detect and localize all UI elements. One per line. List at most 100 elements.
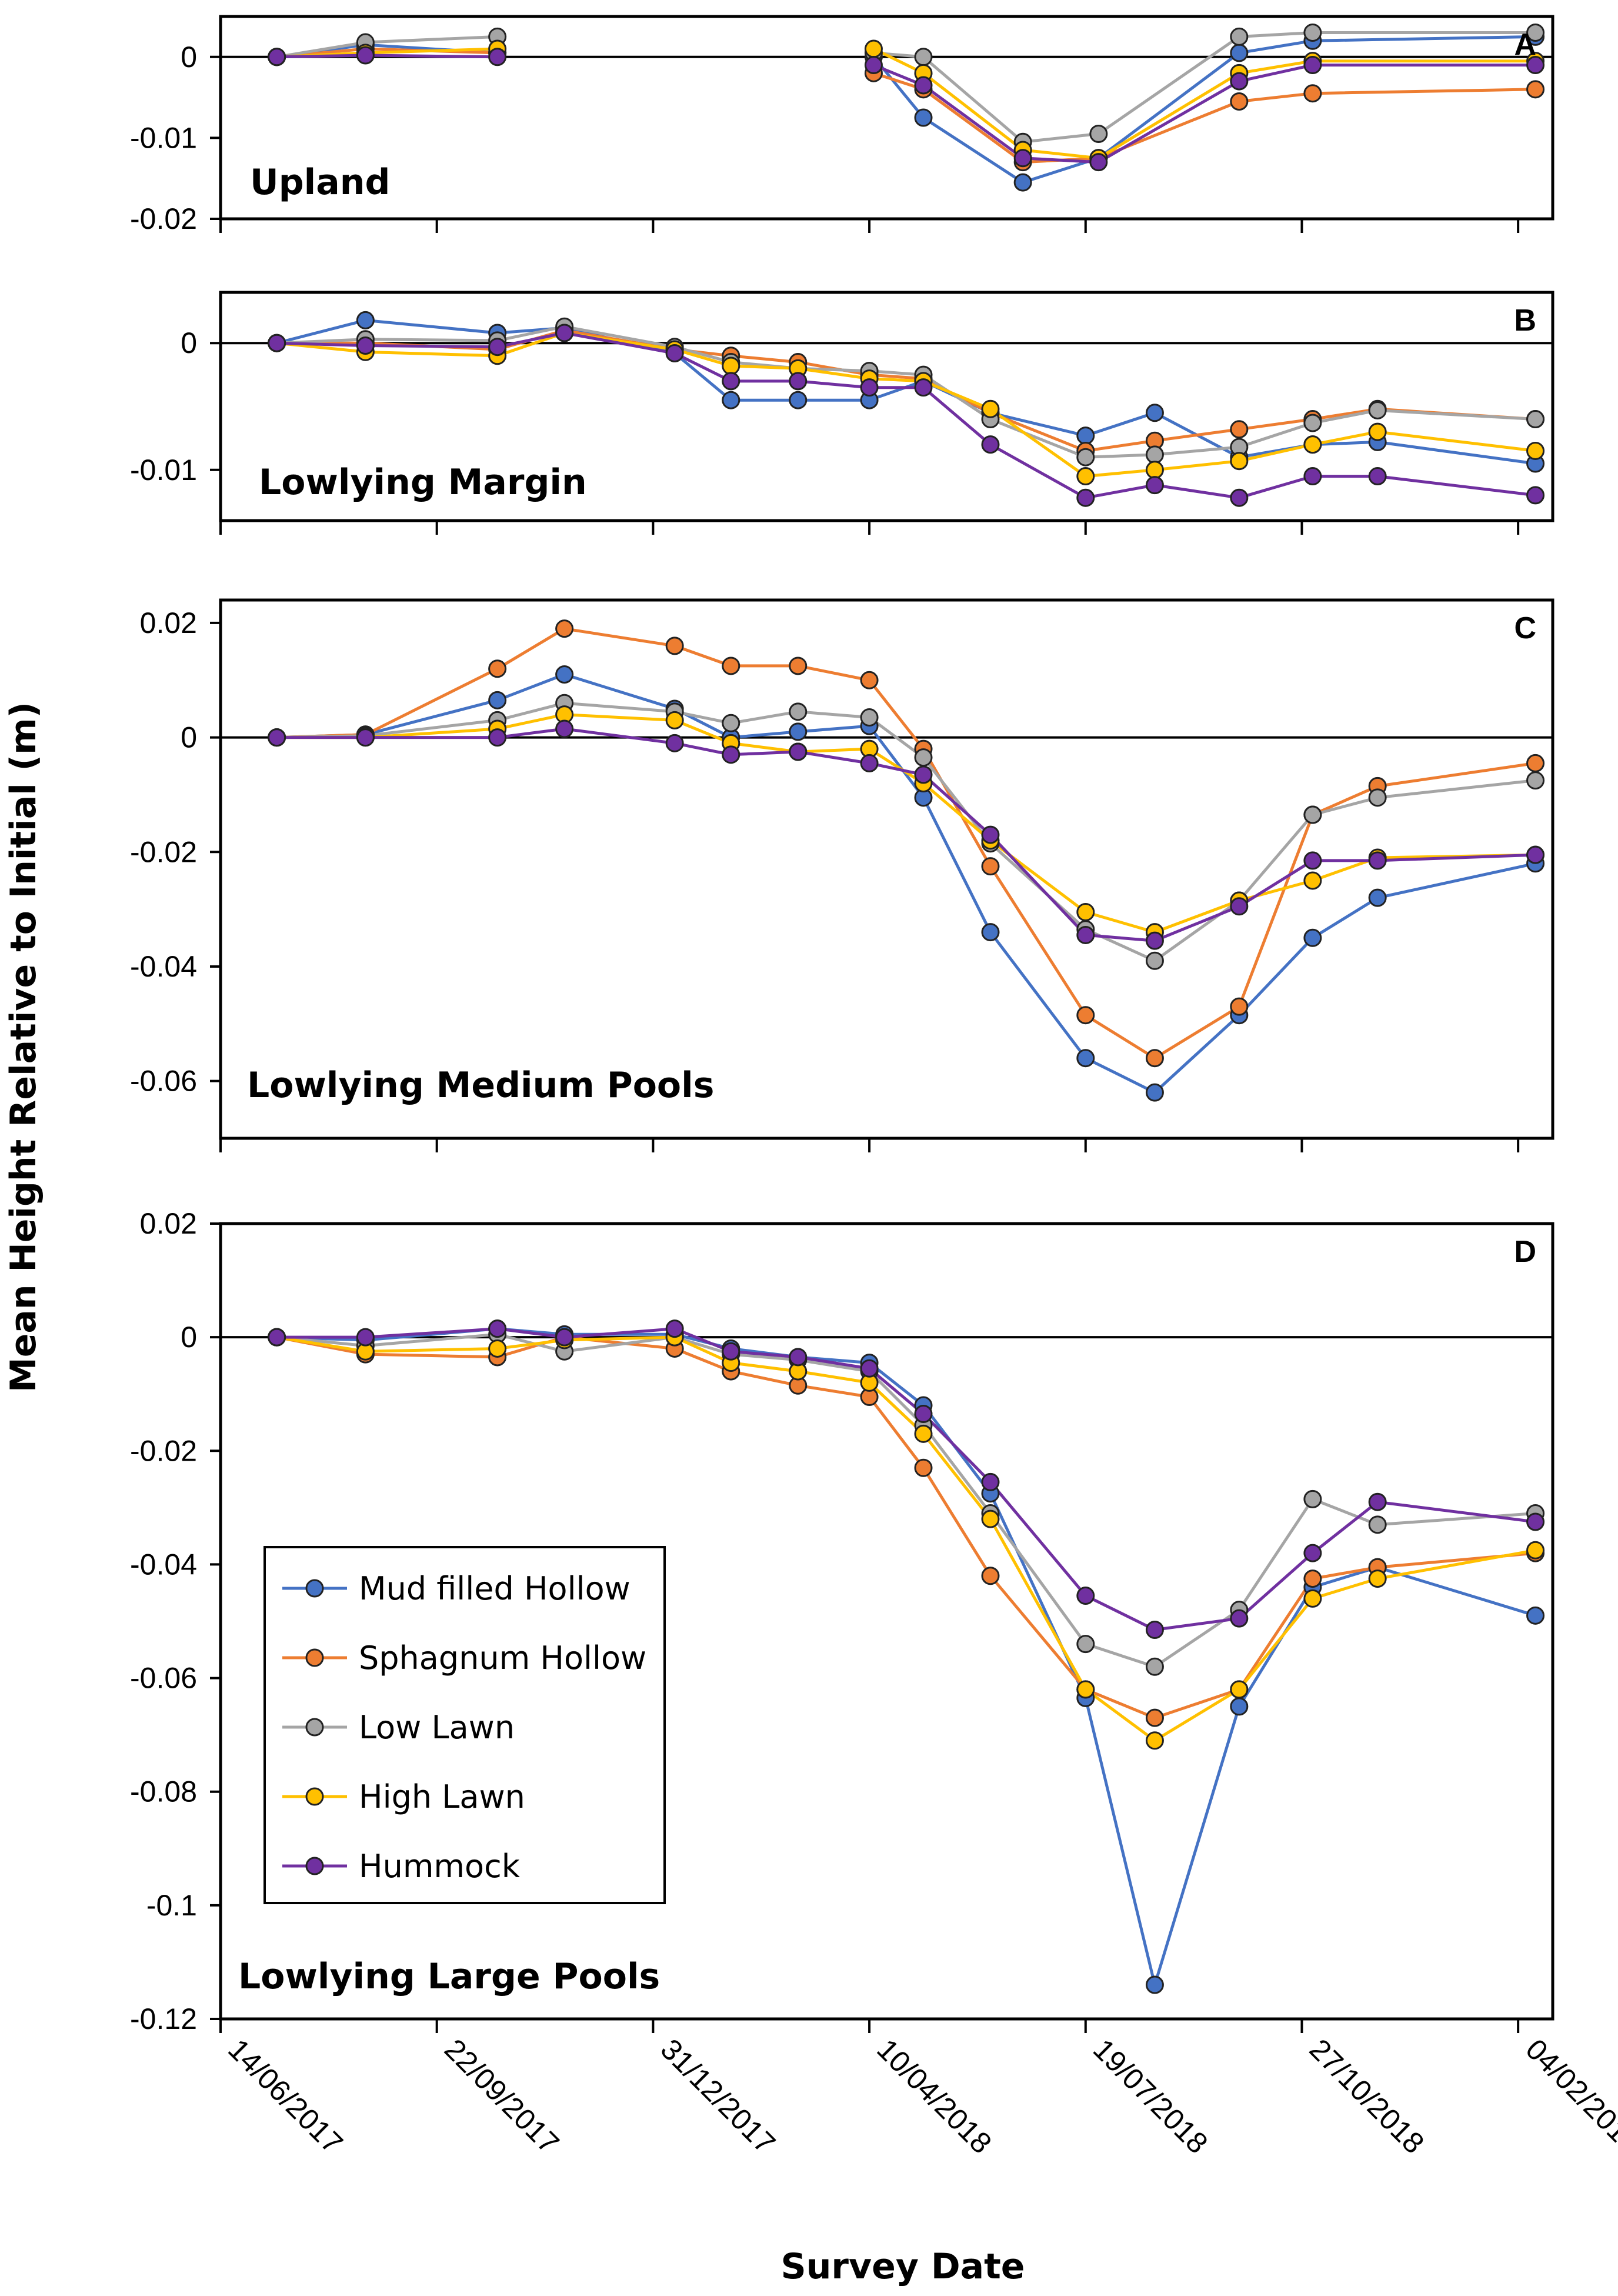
panel-c-point-sphagnum-hollow <box>665 637 684 655</box>
panel-a-ytick-label: 0 <box>181 41 197 74</box>
panel-b-point-mud-filled-hollow <box>356 311 375 329</box>
panel-a-point-low-lawn <box>1089 125 1108 144</box>
panel-b-point-hummock <box>268 334 286 352</box>
panel-c-point-sphagnum-hollow <box>789 657 808 675</box>
panel-d-ytick-label: 0 <box>181 1321 197 1354</box>
panel-a-point-hummock <box>1230 72 1249 91</box>
panel-a-point-hummock <box>488 48 507 66</box>
panel-c-point-hummock <box>268 728 286 747</box>
panel-a-point-sphagnum-hollow <box>1230 92 1249 111</box>
panel-d-point-hummock <box>860 1359 879 1378</box>
panel-d-point-sphagnum-hollow <box>1303 1569 1322 1588</box>
panel-a-point-low-lawn <box>914 48 933 66</box>
panel-a-line-hummock <box>276 54 498 59</box>
panel-c-point-low-lawn <box>1526 771 1545 790</box>
panel-c-line-high-lawn <box>276 713 1536 934</box>
y-axis-title: Mean Height Relative to Initial (m) <box>3 702 44 1392</box>
panel-c-point-hummock <box>981 825 1000 844</box>
panel-c-point-hummock <box>555 719 574 738</box>
panel-a-point-low-lawn <box>1230 27 1249 46</box>
panel-b-point-mud-filled-hollow <box>1076 426 1095 445</box>
panel-c-point-mud-filled-hollow <box>1368 888 1387 907</box>
panel-d-point-hummock <box>914 1405 933 1424</box>
xtick-label: 14/06/2017 <box>222 2032 349 2160</box>
panel-c-point-hummock <box>722 745 740 764</box>
panel-d-point-high-lawn <box>1145 1731 1164 1750</box>
panel-d-point-high-lawn <box>1230 1680 1249 1699</box>
panel-d-point-low-lawn <box>1303 1489 1322 1508</box>
panel-c-ytick-label: -0.02 <box>130 835 197 868</box>
legend-box <box>263 1546 666 1904</box>
panel-d-point-low-lawn <box>1145 1657 1164 1676</box>
legend-swatch-marker-low-lawn <box>305 1718 324 1737</box>
panel-b-point-low-lawn <box>1303 414 1322 432</box>
panel-d-line-sphagnum-hollow <box>276 1335 1536 1719</box>
panel-b-point-high-lawn <box>1230 452 1249 471</box>
panel-a-point-hummock <box>356 46 375 65</box>
panel-b-point-hummock <box>860 378 879 397</box>
panel-b-point-hummock <box>1303 467 1322 486</box>
legend: Mud filled Hollow Sphagnum Hollow Low Lawn… <box>263 1546 666 1904</box>
panel-b-line-low-lawn <box>276 325 1536 459</box>
panel-d-point-high-lawn <box>981 1509 1000 1528</box>
panel-a-point-hummock <box>1526 56 1545 75</box>
panel-a-point-sphagnum-hollow <box>1526 80 1545 99</box>
panel-c-point-high-lawn <box>1303 871 1322 890</box>
x-axis-title: Survey Date <box>781 2246 1025 2287</box>
panel-d-line-high-lawn <box>276 1335 1536 1742</box>
panel-d-point-high-lawn <box>488 1339 507 1358</box>
panel-a-point-low-lawn <box>1303 24 1322 42</box>
panel-a-point-hummock <box>1089 153 1108 172</box>
panel-a-point-mud-filled-hollow <box>1230 44 1249 62</box>
panel-b-point-low-lawn <box>1526 410 1545 429</box>
panel-b-line-sphagnum-hollow <box>276 329 1536 452</box>
panel-b-point-high-lawn <box>1303 435 1322 454</box>
panel-c-point-sphagnum-hollow <box>1145 1049 1164 1068</box>
panel-b-point-hummock <box>914 378 933 397</box>
legend-label-sphagnum-hollow: Sphagnum Hollow <box>359 1639 646 1677</box>
panel-a-frame <box>219 15 1554 221</box>
xtick-label: 04/02/2019 <box>1519 2032 1618 2160</box>
panel-c-point-low-lawn <box>914 748 933 767</box>
panel-d-point-mud-filled-hollow <box>1526 1606 1545 1625</box>
panel-c-point-mud-filled-hollow <box>1303 928 1322 947</box>
panel-b-point-hummock <box>1230 488 1249 507</box>
panel-c-point-sphagnum-hollow <box>1076 1006 1095 1025</box>
panel-c-point-mud-filled-hollow <box>1145 1083 1164 1102</box>
panel-b-point-hummock <box>1145 476 1164 495</box>
panel-c-point-hummock <box>789 742 808 761</box>
panel-frames <box>219 15 1554 2021</box>
panel-d-point-high-lawn <box>1303 1589 1322 1608</box>
panel-d-point-hummock <box>1526 1512 1545 1531</box>
panel-c-point-mud-filled-hollow <box>1076 1049 1095 1068</box>
panel-b-point-high-lawn <box>722 356 740 375</box>
panel-c-line-mud-filled-hollow <box>276 673 1536 1094</box>
xtick-label: 27/10/2018 <box>1303 2032 1431 2160</box>
panel-b-point-hummock <box>555 324 574 342</box>
panel-d-point-high-lawn <box>1526 1541 1545 1559</box>
xtick-label: 10/04/2018 <box>870 2032 998 2160</box>
panel-b-point-high-lawn <box>1076 467 1095 486</box>
panel-c-frame <box>219 598 1554 1140</box>
zero-lines <box>221 55 1553 1339</box>
panel-c-point-hummock <box>488 728 507 747</box>
panel-b-title: Lowlying Margin <box>259 462 587 503</box>
panel-a-point-sphagnum-hollow <box>1303 84 1322 103</box>
panel-a-letter: A <box>1514 28 1536 62</box>
panel-d-point-hummock <box>268 1328 286 1347</box>
panel-c-point-high-lawn <box>1076 903 1095 922</box>
panel-b-point-hummock <box>1076 488 1095 507</box>
panel-d-point-high-lawn <box>914 1424 933 1443</box>
panel-c-point-hummock <box>860 754 879 772</box>
panel-d-point-hummock <box>981 1472 1000 1491</box>
panel-b-point-high-lawn <box>981 399 1000 418</box>
panel-d-ytick-label: -0.12 <box>130 2002 197 2035</box>
panel-b-point-high-lawn <box>1526 441 1545 460</box>
panel-d-letter: D <box>1514 1235 1536 1269</box>
panel-d-point-sphagnum-hollow <box>914 1458 933 1477</box>
legend-swatch-marker-hummock <box>305 1857 324 1875</box>
panel-d-ytick-label: -0.1 <box>146 1889 197 1922</box>
panel-c-ytick-label: 0.02 <box>140 607 197 639</box>
panel-b-line-high-lawn <box>276 331 1536 478</box>
